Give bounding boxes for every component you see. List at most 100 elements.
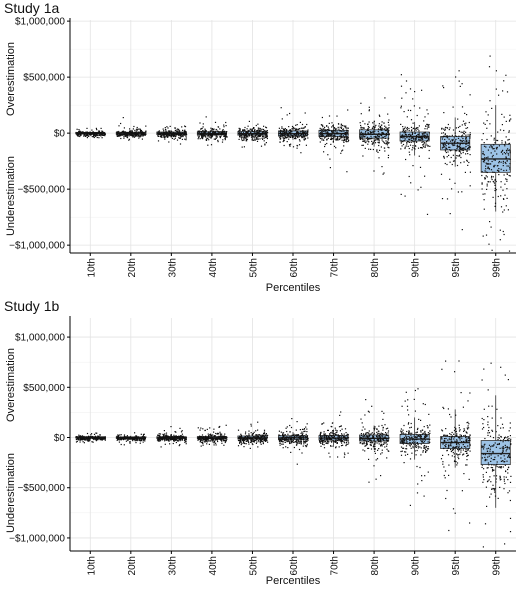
data-point [260,145,263,147]
data-point [497,195,499,198]
data-point [343,125,345,127]
data-point [117,437,119,439]
data-point [119,436,121,438]
data-point [252,438,254,440]
data-point [255,124,257,127]
data-point [446,163,448,166]
data-point [140,134,143,136]
data-point [458,130,461,132]
data-point [169,131,171,134]
data-point [129,441,131,443]
data-point [164,135,166,137]
data-point [449,433,451,435]
data-point [370,439,372,441]
data-point [323,441,325,443]
data-point [332,445,334,447]
data-point [449,178,451,180]
data-point [460,135,463,137]
data-point [323,431,325,433]
data-point [450,442,452,444]
data-point [184,438,186,440]
data-point [385,428,387,430]
data-point [199,437,201,439]
data-point [404,130,406,132]
data-point [220,439,222,441]
data-point [366,432,368,434]
data-point [211,128,213,130]
data-point [371,432,373,434]
data-point [220,435,222,437]
data-point [302,439,304,441]
data-point [199,438,201,441]
data-point [400,148,402,150]
data-point [221,437,223,439]
data-point [346,171,348,173]
data-point [158,438,160,440]
data-point [265,133,267,135]
data-point [422,439,424,441]
data-point [221,442,223,444]
data-point [462,152,464,154]
data-point [462,131,464,133]
data-point [320,135,322,137]
data-point [427,113,429,115]
data-point [387,432,389,434]
data-point [506,178,508,181]
data-point [88,435,90,437]
data-point [333,145,336,147]
data-point [288,440,290,442]
data-point [461,437,463,439]
data-point [427,432,429,434]
data-point [447,408,449,410]
data-point [449,127,451,129]
data-point [449,140,452,142]
data-point [240,133,242,135]
data-point [224,437,227,440]
data-point [210,137,212,139]
data-point [382,443,384,445]
data-point [327,441,330,443]
data-point [427,123,429,126]
data-point [259,439,261,441]
data-point [134,136,136,138]
data-point [372,131,374,133]
data-point [456,155,458,157]
data-point [256,131,258,133]
data-point [283,137,285,139]
data-point [165,432,168,434]
data-point [296,128,298,130]
data-point [225,436,227,438]
data-point [285,438,287,441]
data-point [169,125,171,127]
data-point [367,123,369,125]
data-point [372,126,374,128]
data-point [85,131,87,133]
data-point [427,471,429,473]
data-point [320,442,322,444]
data-point [427,124,429,126]
data-point [425,433,427,435]
data-point [82,436,84,439]
data-point [333,437,335,439]
data-point [460,140,462,142]
data-point [288,138,290,140]
data-point [374,426,376,428]
data-point [380,126,382,129]
data-point [214,435,216,438]
data-point [202,440,204,442]
data-point [201,434,204,436]
data-point [380,441,382,443]
data-point [416,465,418,468]
data-point [290,442,292,444]
data-point [295,137,297,139]
data-point [224,134,226,136]
data-point [170,426,172,428]
data-point [103,134,105,136]
data-point [362,426,364,428]
data-point [263,429,266,431]
data-point [179,437,181,439]
data-point [379,436,382,438]
data-point [261,434,263,436]
data-point [168,436,170,438]
data-point [496,165,498,167]
